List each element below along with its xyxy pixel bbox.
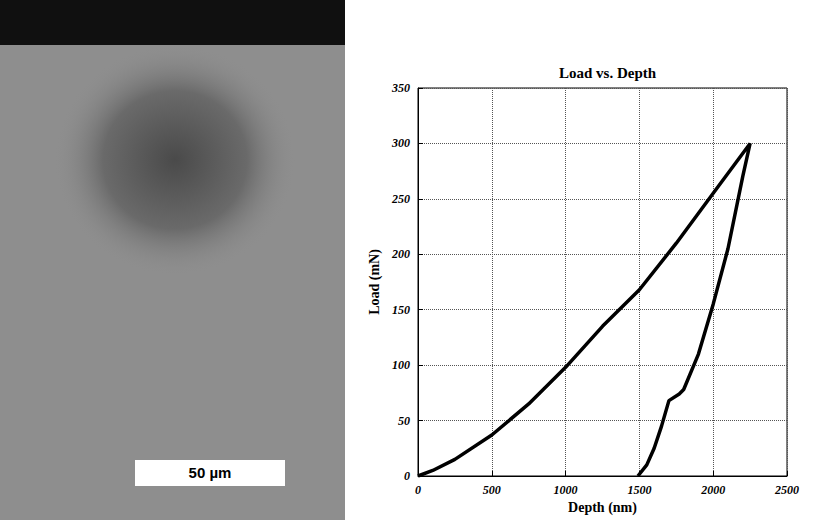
svg-text:Depth (nm): Depth (nm) [568,500,637,516]
svg-text:1000: 1000 [554,483,578,497]
svg-text:50 µm: 50 µm [189,464,232,481]
svg-text:Load (mN): Load (mN) [367,249,383,315]
svg-text:Load vs. Depth: Load vs. Depth [559,65,657,81]
svg-text:50: 50 [398,414,410,428]
svg-text:2500: 2500 [774,483,799,497]
svg-text:0: 0 [415,483,421,497]
svg-text:300: 300 [391,136,410,150]
svg-text:350: 350 [391,81,410,95]
svg-text:1500: 1500 [627,483,651,497]
svg-text:150: 150 [392,303,410,317]
svg-text:2000: 2000 [700,483,725,497]
svg-text:0: 0 [404,469,410,483]
svg-text:100: 100 [392,358,410,372]
svg-text:250: 250 [391,192,410,206]
svg-text:200: 200 [391,247,410,261]
svg-text:500: 500 [483,483,501,497]
